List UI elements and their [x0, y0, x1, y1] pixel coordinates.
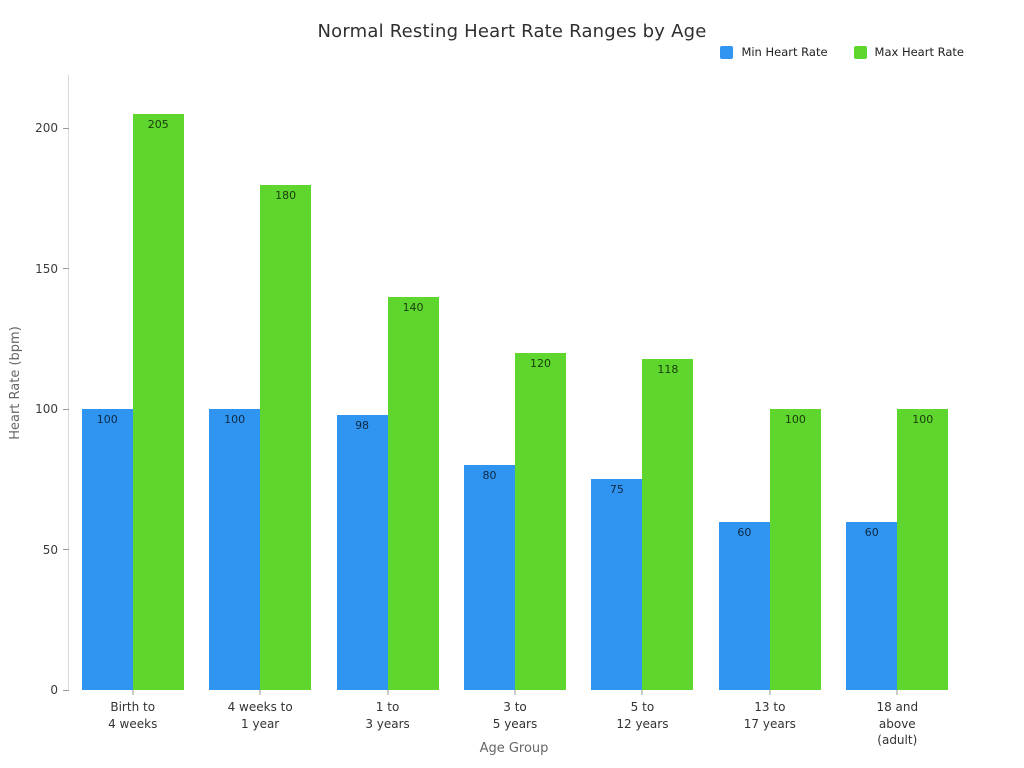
- y-axis-tick: 100: [35, 402, 69, 416]
- y-tick-mark: [63, 127, 69, 129]
- x-tick-mark: [387, 690, 389, 695]
- x-category-label: 3 to 5 years: [492, 700, 538, 731]
- legend-label-min: Min Heart Rate: [741, 45, 828, 59]
- y-tick-label: 100: [35, 402, 58, 417]
- bar-value-label: 80: [482, 469, 497, 483]
- bar-min-heart-rate[interactable]: 98: [336, 414, 388, 690]
- x-tick-mark: [896, 690, 898, 695]
- bar-value-label: 98: [355, 418, 370, 432]
- y-tick-label: 150: [35, 261, 58, 276]
- bar-max-heart-rate[interactable]: 120: [515, 353, 566, 690]
- bar-value-label: 140: [402, 300, 424, 314]
- plot-area: 0 50 100 150 200 100 205 Birth to 4 weeks 100 180…: [35, 75, 961, 747]
- y-axis-tick: 200: [35, 121, 69, 135]
- y-tick-label: 50: [42, 542, 58, 557]
- x-tick-mark: [259, 690, 261, 695]
- y-tick-mark: [63, 268, 69, 270]
- bar-value-label: 75: [609, 483, 624, 497]
- bar-value-label: 60: [737, 525, 752, 539]
- legend: Min Heart Rate Max Heart Rate: [720, 45, 964, 59]
- bar-min-heart-rate[interactable]: 100: [81, 409, 133, 690]
- bar-min-heart-rate[interactable]: 60: [846, 521, 898, 690]
- y-axis-tick: 150: [35, 262, 69, 276]
- bar-min-heart-rate[interactable]: 100: [209, 409, 261, 690]
- y-tick-label: 200: [35, 121, 58, 136]
- y-axis-tick: 0: [50, 683, 69, 697]
- x-axis-title: Age Group: [479, 741, 549, 756]
- x-tick-mark: [514, 690, 516, 695]
- x-category-label: 13 to 17 years: [743, 700, 796, 731]
- bar-value-label: 100: [96, 413, 118, 427]
- x-tick-mark: [769, 690, 771, 695]
- x-category-label: 5 to 12 years: [616, 700, 669, 731]
- bar-max-heart-rate[interactable]: 100: [769, 409, 821, 690]
- legend-swatch-max-icon: [853, 45, 867, 59]
- bar-value-label: 120: [530, 357, 551, 371]
- x-tick-mark: [132, 690, 134, 695]
- bar-value-label: 60: [864, 525, 879, 539]
- bar-value-label: 118: [657, 362, 679, 376]
- bar-max-heart-rate[interactable]: 118: [642, 358, 694, 690]
- y-axis-tick: 50: [43, 543, 69, 557]
- y-tick-mark: [63, 549, 69, 551]
- x-category-label: 1 to 3 years: [365, 700, 410, 731]
- bar-value-label: 100: [784, 413, 806, 427]
- y-axis-title: Heart Rate (bpm): [7, 326, 23, 440]
- bar-min-heart-rate[interactable]: 75: [591, 479, 643, 690]
- bar-max-heart-rate[interactable]: 100: [897, 409, 949, 690]
- chart-title: Normal Resting Heart Rate Ranges by Age: [317, 21, 707, 42]
- bar-value-label: 100: [224, 413, 246, 427]
- bar-max-heart-rate[interactable]: 180: [260, 184, 312, 690]
- x-category-label: 18 and above (adult): [876, 700, 919, 747]
- legend-item-min-heart-rate[interactable]: Min Heart Rate: [720, 45, 828, 59]
- x-tick-mark: [641, 690, 643, 695]
- y-tick-mark: [63, 689, 69, 691]
- bar-value-label: 205: [147, 118, 169, 132]
- x-category-label: 4 weeks to 1 year: [227, 700, 293, 731]
- y-tick-mark: [63, 408, 69, 410]
- bar-max-heart-rate[interactable]: 205: [132, 114, 184, 690]
- legend-swatch-min-icon: [720, 45, 734, 59]
- y-tick-label: 0: [50, 683, 58, 697]
- x-category-label: Birth to 4 weeks: [108, 700, 158, 731]
- bar-value-label: 180: [275, 188, 297, 202]
- bar-min-heart-rate[interactable]: 60: [718, 521, 770, 690]
- bar-max-heart-rate[interactable]: 140: [387, 296, 439, 690]
- bar-value-label: 100: [912, 413, 934, 427]
- bar-min-heart-rate[interactable]: 80: [464, 465, 515, 690]
- legend-item-max-heart-rate[interactable]: Max Heart Rate: [853, 45, 964, 59]
- legend-label-max: Max Heart Rate: [874, 45, 964, 59]
